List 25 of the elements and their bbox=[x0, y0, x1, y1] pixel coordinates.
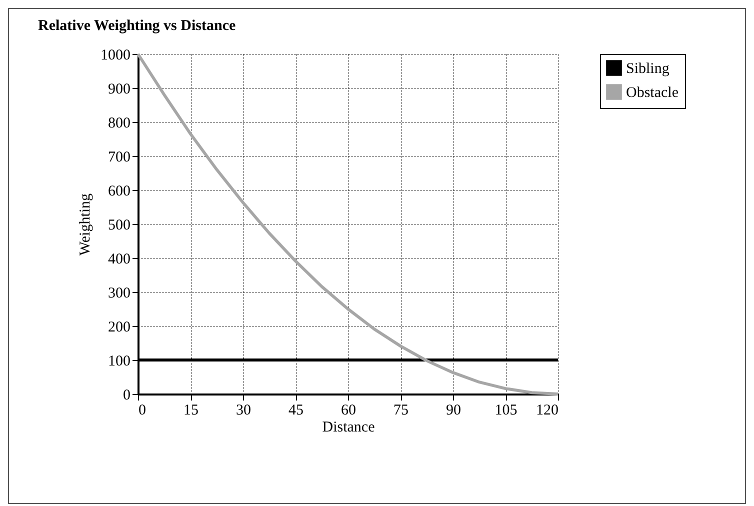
x-tick-label: 105 bbox=[494, 402, 518, 418]
x-tick-label: 15 bbox=[184, 402, 198, 418]
y-tick-label: 900 bbox=[108, 82, 130, 98]
y-tick-label: 700 bbox=[108, 150, 130, 166]
x-axis-title: Distance bbox=[322, 420, 376, 436]
x-tick-label: 120 bbox=[536, 402, 558, 418]
x-tick-label: 30 bbox=[236, 402, 251, 418]
y-tick-label: 200 bbox=[108, 320, 130, 336]
x-tick-label: 45 bbox=[288, 402, 304, 418]
y-tick-label: 800 bbox=[108, 116, 130, 132]
y-tick-label: 500 bbox=[108, 218, 130, 234]
y-tick-label: 600 bbox=[108, 184, 130, 200]
y-tick-label: 0 bbox=[123, 388, 130, 404]
x-tick-label: 90 bbox=[446, 402, 461, 418]
y-tick-label: 1000 bbox=[100, 48, 130, 64]
x-tick-label: 60 bbox=[341, 402, 356, 418]
y-tick-label: 300 bbox=[108, 286, 130, 302]
x-tick-label: 0 bbox=[138, 402, 146, 418]
y-axis-title: Weighting bbox=[78, 192, 94, 256]
chart-title: Relative Weighting vs Distance bbox=[38, 18, 236, 34]
legend-label: Sibling bbox=[626, 61, 670, 77]
x-tick-label: 75 bbox=[394, 402, 408, 418]
legend-label: Obstacle bbox=[626, 85, 679, 101]
y-tick-label: 400 bbox=[108, 252, 130, 268]
y-tick-label: 100 bbox=[108, 354, 130, 370]
